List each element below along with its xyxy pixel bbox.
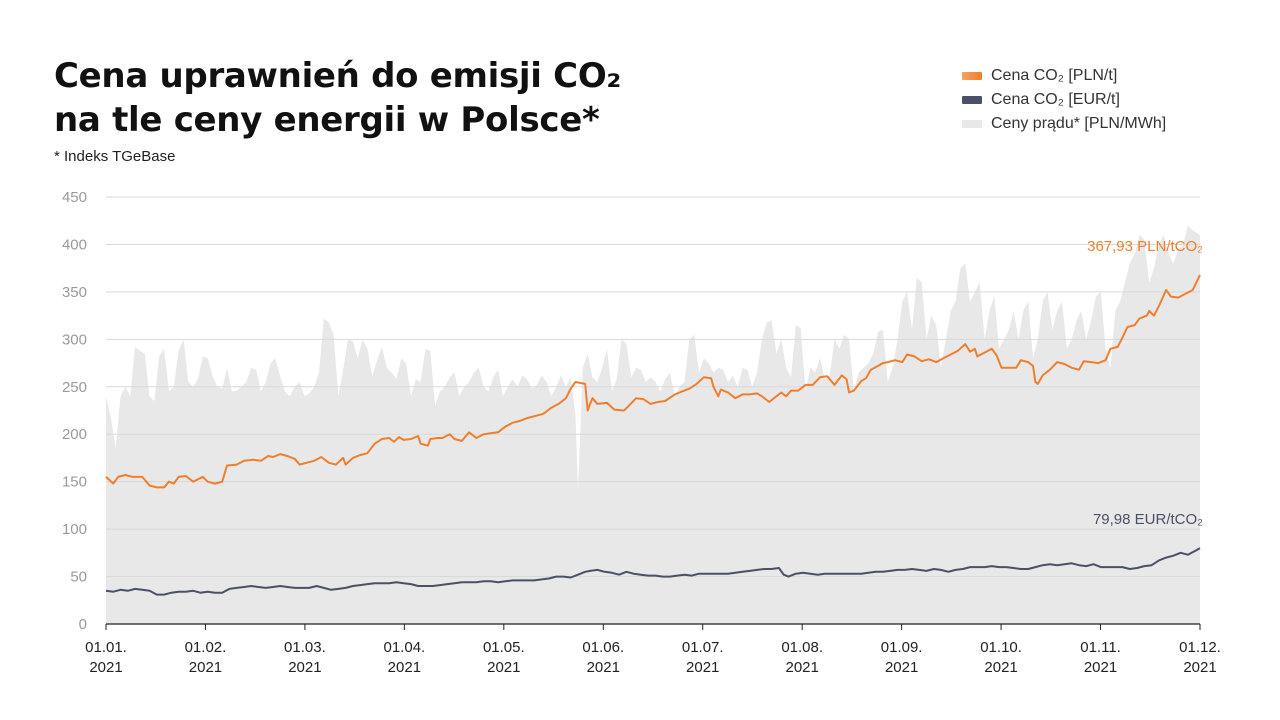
chart-title: Cena uprawnień do emisji CO₂ na tle ceny… [54, 54, 621, 142]
y-axis-ticks: 0 50 100 150 200 250 300 350 400 450 [62, 189, 87, 633]
x-tick-label-11: 01.12. [1179, 639, 1221, 656]
x-tick-label-8: 01.09. [881, 639, 923, 656]
legend-swatch-energy [962, 120, 982, 128]
x-axis: 01.01. 2021 01.02. 2021 01.03. 2021 01.04. 2021… [85, 623, 1221, 676]
x-tick-year-8: 2021 [885, 659, 918, 676]
chart-title-line2: na tle ceny energii w Polsce* [54, 100, 600, 140]
gridlines [106, 196, 1200, 578]
y-tick-label-150: 150 [62, 474, 87, 491]
chart-title-line1: Cena uprawnień do emisji CO₂ [54, 56, 622, 96]
legend-label-energy: Ceny prądu* [PLN/MWh] [991, 115, 1167, 132]
x-tick-label-6: 01.07. [682, 639, 724, 656]
legend-label-eur: Cena CO₂ [EUR/t] [991, 91, 1120, 108]
x-tick-year-6: 2021 [686, 659, 719, 676]
y-tick-label-300: 300 [62, 331, 87, 348]
energy-price-area-layer [106, 225, 1200, 624]
y-tick-label-450: 450 [62, 189, 87, 206]
legend-item-eur: Cena CO₂ [EUR/t] [962, 88, 1166, 112]
x-tick-label-5: 01.06. [582, 639, 624, 656]
y-tick-label-0: 0 [79, 616, 87, 633]
x-tick-year-5: 2021 [587, 659, 620, 676]
legend-item-pln: Cena CO₂ [PLN/t] [962, 64, 1166, 88]
x-tick-year-0: 2021 [89, 659, 122, 676]
x-tick-year-4: 2021 [487, 659, 520, 676]
legend-item-energy: Ceny prądu* [PLN/MWh] [962, 112, 1166, 136]
legend-swatch-eur [962, 96, 982, 104]
x-tick-year-9: 2021 [984, 659, 1017, 676]
x-tick-year-2: 2021 [288, 659, 321, 676]
x-tick-label-9: 01.10. [980, 639, 1022, 656]
x-tick-year-7: 2021 [785, 659, 818, 676]
x-tick-label-3: 01.04. [384, 639, 426, 656]
x-tick-label-1: 01.02. [185, 639, 227, 656]
legend-swatch-pln [962, 72, 982, 80]
y-tick-label-400: 400 [62, 236, 87, 253]
x-tick-year-3: 2021 [388, 659, 421, 676]
legend-label-pln: Cena CO₂ [PLN/t] [991, 67, 1118, 84]
x-tick-label-4: 01.05. [483, 639, 525, 656]
co2-price-lines [105, 274, 1201, 596]
pln-end-label: 367,93 PLN/tCO₂ [1087, 238, 1203, 255]
y-tick-label-250: 250 [62, 379, 87, 396]
x-tick-label-0: 01.01. [85, 639, 127, 656]
x-tick-label-10: 01.11. [1080, 639, 1121, 656]
chart-legend: Cena CO₂ [PLN/t] Cena CO₂ [EUR/t] Ceny p… [962, 64, 1166, 136]
x-tick-label-2: 01.03. [284, 639, 326, 656]
x-tick-year-11: 2021 [1183, 659, 1216, 676]
y-tick-label-100: 100 [62, 521, 87, 538]
series-line-eur [105, 547, 1201, 596]
x-tick-year-10: 2021 [1084, 659, 1117, 676]
series-line-pln [105, 274, 1201, 489]
chart-subtitle: * Indeks TGeBase [54, 148, 176, 165]
y-tick-label-50: 50 [70, 569, 87, 586]
y-tick-label-200: 200 [62, 426, 87, 443]
energy-price-area [106, 225, 1200, 624]
eur-end-label: 79,98 EUR/tCO₂ [1093, 511, 1203, 528]
x-tick-year-1: 2021 [189, 659, 222, 676]
y-tick-label-350: 350 [62, 284, 87, 301]
x-tick-label-7: 01.08. [781, 639, 823, 656]
